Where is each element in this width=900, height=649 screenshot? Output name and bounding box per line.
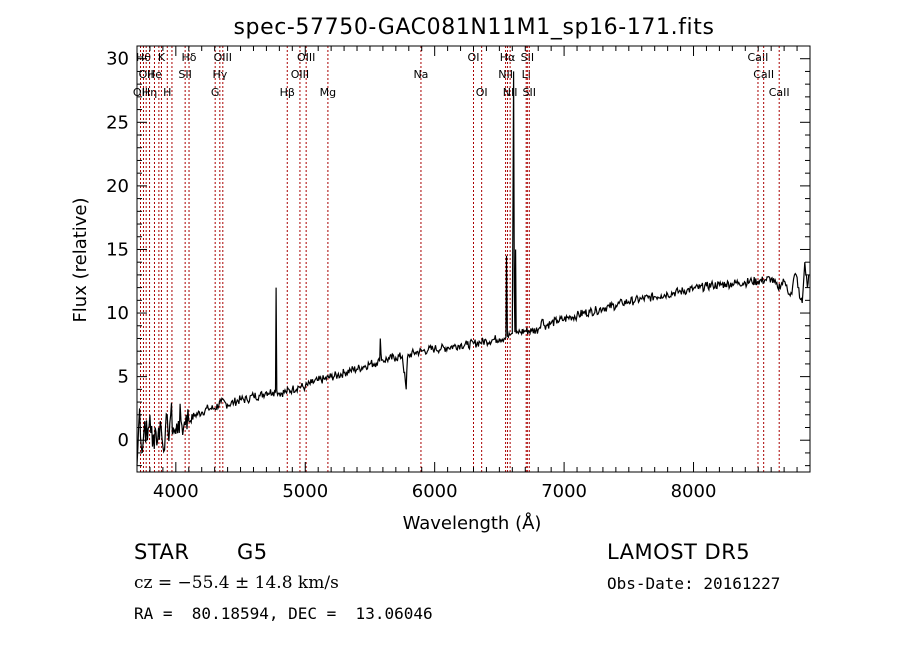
marker-label-6: K [158, 51, 166, 64]
marker-label-16: OIII [297, 51, 315, 64]
x-axis-label: Wavelength (Å) [403, 512, 542, 534]
marker-label-15: OIII [291, 68, 309, 81]
y-tick-label-30: 30 [106, 49, 129, 70]
marker-label-7: H [163, 86, 171, 99]
x-tick-label-4000: 4000 [153, 481, 199, 502]
marker-label-1: Hθ [136, 51, 151, 64]
y-axis-label: Flux (relative) [70, 197, 91, 322]
y-tick-label-25: 25 [106, 112, 129, 133]
marker-label-28: CaII [753, 68, 774, 81]
marker-label-24: Li [522, 68, 531, 81]
marker-label-14: Hβ [280, 86, 295, 99]
object-class: STAR [134, 540, 190, 564]
marker-label-27: CaII [748, 51, 769, 64]
marker-label-13: OIII [214, 51, 232, 64]
marker-label-11: G [211, 86, 220, 99]
marker-label-9: SII [178, 68, 191, 81]
chart-title: spec-57750-GAC081N11M1_sp16-171.fits [233, 15, 714, 40]
spectrum-series [136, 71, 810, 466]
marker-label-12: Hγ [212, 68, 227, 81]
spectrum-line [136, 71, 810, 466]
y-tick-label-10: 10 [106, 303, 129, 324]
marker-label-18: Na [413, 68, 428, 81]
x-tick-label-6000: 6000 [412, 481, 458, 502]
observation-date: Obs-Date: 20161227 [607, 574, 781, 593]
x-axis: 4000 5000 6000 7000 8000 [149, 46, 798, 502]
y-axis: 0 5 10 15 20 25 30 [106, 45, 810, 467]
emission-line-markers: OIIHθOIIHηHeKHSIIHδGHγOIIIHβOIIIOIIIMgNa… [133, 46, 790, 472]
marker-label-20: OI [476, 86, 488, 99]
y-tick-label-15: 15 [106, 239, 129, 260]
y-tick-label-0: 0 [118, 430, 129, 451]
marker-label-21: NII [498, 68, 513, 81]
x-tick-label-5000: 5000 [282, 481, 328, 502]
object-subclass: G5 [237, 540, 268, 564]
marker-label-26: SII [523, 86, 536, 99]
survey-name: LAMOST DR5 [607, 540, 751, 564]
x-tick-label-7000: 7000 [541, 481, 587, 502]
marker-label-19: OI [468, 51, 480, 64]
ra-dec: RA = 80.18594, DEC = 13.06046 [134, 604, 433, 623]
y-tick-label-20: 20 [106, 176, 129, 197]
marker-label-10: Hδ [182, 51, 197, 64]
marker-label-25: SII [521, 51, 534, 64]
marker-label-22: Hα [500, 51, 516, 64]
x-tick-label-8000: 8000 [671, 481, 717, 502]
y-tick-label-5: 5 [118, 367, 129, 388]
redshift-cz: cz = −55.4 ± 14.8 km/s [134, 573, 339, 593]
marker-label-23: NII [503, 86, 518, 99]
marker-label-3: Hη [142, 86, 157, 99]
marker-label-4: He [147, 68, 162, 81]
marker-label-29: CaII [769, 86, 790, 99]
marker-label-17: Mg [320, 86, 336, 99]
